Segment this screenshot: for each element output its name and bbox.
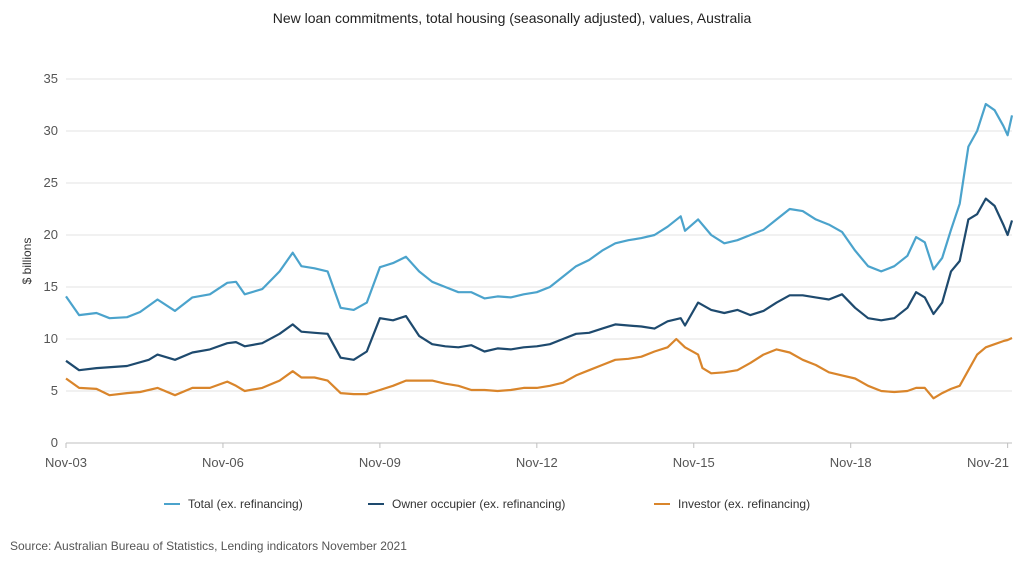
- y-tick-label: 0: [51, 435, 58, 450]
- series-lines: [65, 102, 1014, 400]
- y-tick-label: 30: [44, 123, 58, 138]
- axes: 0 5 10 15 20 25 30 35 Nov-03 Nov-06 Nov-09 Nov-12 No…: [20, 71, 1012, 470]
- legend-item: Investor (ex. refinancing): [654, 497, 810, 511]
- x-tick-label: Nov-12: [516, 455, 558, 470]
- y-tick-label: 5: [51, 383, 58, 398]
- y-tick-label: 20: [44, 227, 58, 242]
- legend-swatch: [164, 503, 180, 505]
- gridlines: [66, 78, 1012, 392]
- y-tick-label: 25: [44, 175, 58, 190]
- y-tick-label: 15: [44, 279, 58, 294]
- legend-label: Investor (ex. refinancing): [678, 497, 811, 511]
- legend-label: Owner occupier (ex. refinancing): [392, 497, 566, 511]
- series-line: [65, 197, 1014, 372]
- legend-label: Total (ex. refinancing): [188, 497, 303, 511]
- x-tick-label: Nov-21: [967, 455, 1009, 470]
- y-axis-label: $ billions: [20, 238, 34, 285]
- legend-swatch: [654, 503, 670, 505]
- series-line: [65, 102, 1014, 320]
- y-tick-label: 10: [44, 331, 58, 346]
- x-tick-label: Nov-03: [45, 455, 87, 470]
- y-tick-label: 35: [44, 71, 58, 86]
- x-tick-label: Nov-06: [202, 455, 244, 470]
- legend-item: Owner occupier (ex. refinancing): [368, 497, 565, 511]
- x-tick-label: Nov-15: [673, 455, 715, 470]
- legend: Total (ex. refinancing) Owner occupier (e…: [0, 497, 1024, 517]
- legend-item: Total (ex. refinancing): [164, 497, 303, 511]
- chart-title: New loan commitments, total housing (sea…: [272, 10, 752, 26]
- source-note: Source: Australian Bureau of Statistics,…: [10, 539, 407, 553]
- series-line: [65, 336, 1013, 400]
- legend-swatch: [368, 503, 384, 505]
- x-tick-label: Nov-18: [830, 455, 872, 470]
- x-tick-label: Nov-09: [359, 455, 401, 470]
